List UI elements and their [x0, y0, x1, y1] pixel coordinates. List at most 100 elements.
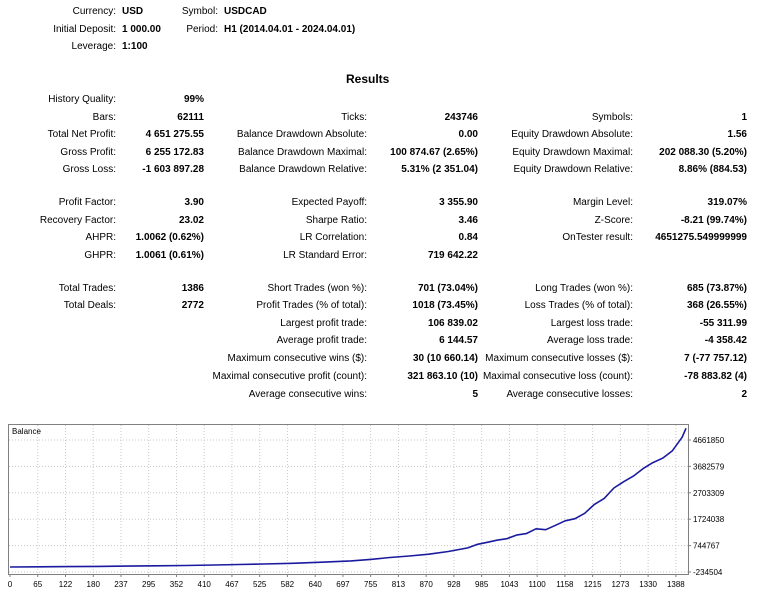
chart-x-tick-label: 1273	[611, 580, 629, 589]
results-title: Results	[346, 72, 390, 86]
history-quality-value: 99%	[183, 94, 204, 105]
total-trades-value: 1386	[181, 283, 204, 294]
maximal-consecutive-profit-label: Maximal consecutive profit (count):	[212, 371, 367, 382]
chart-x-tick-label: 525	[253, 580, 267, 589]
leverage-label: Leverage:	[71, 41, 116, 52]
equity-dd-relative-value: 8.86% (884.53)	[678, 164, 747, 175]
balance-dd-maximal-label: Balance Drawdown Maximal:	[238, 147, 367, 158]
largest-loss-trade-value: -55 311.99	[699, 318, 747, 329]
total-net-profit-value: 4 651 275.55	[145, 129, 204, 140]
chart-frame	[8, 424, 689, 575]
gross-loss-value: -1 603 897.28	[142, 164, 204, 175]
balance-chart-svg: 0 65 122 180 237 295 352 410 467 525 582 640 697 755 8…	[8, 424, 725, 589]
chart-x-tick-label: 1043	[500, 580, 518, 589]
max-consecutive-losses-value: 7 (-77 757.12)	[684, 353, 747, 364]
symbols-value: 1	[741, 112, 747, 123]
chart-x-tick-label: 640	[309, 580, 323, 589]
ghpr-label: GHPR:	[84, 250, 116, 261]
chart-x-tick-label: 697	[336, 580, 350, 589]
chart-x-tick-label: 410	[198, 580, 212, 589]
average-consecutive-wins-value: 5	[472, 389, 478, 400]
chart-y-tick-label: 744767	[693, 542, 720, 551]
chart-x-tick-label: 0	[8, 580, 13, 589]
ghpr-value: 1.0061 (0.61%)	[135, 250, 204, 261]
lr-standard-error-label: LR Standard Error:	[283, 250, 367, 261]
margin-level-label: Margin Level:	[572, 197, 633, 208]
chart-x-tick-label: 928	[447, 580, 461, 589]
chart-x-tick-label: 985	[475, 580, 489, 589]
sharpe-ratio-label: Sharpe Ratio:	[305, 215, 367, 226]
chart-x-tick-label: 813	[392, 580, 406, 589]
average-loss-trade-value: -4 358.42	[704, 335, 747, 346]
loss-trades-label: Loss Trades (% of total):	[524, 300, 633, 311]
history-quality-label: History Quality:	[48, 94, 116, 105]
chart-y-tick-label: 4661850	[693, 436, 725, 445]
average-profit-trade-label: Average profit trade:	[276, 335, 367, 346]
equity-dd-absolute-value: 1.56	[727, 129, 747, 140]
chart-x-tick-label: 1100	[529, 580, 547, 589]
equity-dd-absolute-label: Equity Drawdown Absolute:	[511, 129, 633, 140]
equity-dd-maximal-label: Equity Drawdown Maximal:	[512, 147, 633, 158]
profit-factor-label: Profit Factor:	[58, 197, 116, 208]
ticks-label: Ticks:	[341, 112, 367, 123]
maximal-consecutive-profit-value: 321 863.10 (10)	[407, 371, 478, 382]
chart-y-tick-label: -234504	[693, 568, 723, 577]
currency-label: Currency:	[72, 6, 116, 17]
chart-x-tick-label: 1215	[584, 580, 602, 589]
chart-x-tick-label: 1388	[667, 580, 685, 589]
recovery-factor-value: 23.02	[178, 215, 204, 226]
lr-correlation-label: LR Correlation:	[299, 232, 367, 243]
chart-x-tick-label: 870	[419, 580, 433, 589]
balance-dd-maximal-value: 100 874.67 (2.65%)	[390, 147, 478, 158]
balance-dd-absolute-label: Balance Drawdown Absolute:	[236, 129, 367, 140]
largest-profit-trade-label: Largest profit trade:	[280, 318, 367, 329]
long-trades-label: Long Trades (won %):	[535, 283, 633, 294]
symbol-value: USDCAD	[224, 6, 267, 17]
sharpe-ratio-value: 3.46	[458, 215, 478, 226]
chart-x-tick-label: 352	[170, 580, 184, 589]
equity-dd-relative-label: Equity Drawdown Relative:	[513, 164, 634, 175]
expected-payoff-label: Expected Payoff:	[291, 197, 367, 208]
average-loss-trade-label: Average loss trade:	[547, 335, 633, 346]
balance-dd-relative-label: Balance Drawdown Relative:	[239, 164, 367, 175]
ticks-value: 243746	[444, 112, 478, 123]
bars-value: 62111	[177, 112, 204, 123]
recovery-factor-label: Recovery Factor:	[39, 215, 116, 226]
z-score-label: Z-Score:	[594, 215, 633, 226]
expected-payoff-value: 3 355.90	[439, 197, 478, 208]
average-consecutive-losses-value: 2	[741, 389, 747, 400]
initial-deposit-label: Initial Deposit:	[53, 24, 116, 35]
total-deals-value: 2772	[181, 300, 204, 311]
gross-loss-label: Gross Loss:	[62, 164, 116, 175]
symbol-label: Symbol:	[181, 6, 218, 17]
max-consecutive-wins-label: Maximum consecutive wins ($):	[227, 353, 367, 364]
loss-trades-value: 368 (26.55%)	[686, 300, 747, 311]
average-profit-trade-value: 6 144.57	[439, 335, 478, 346]
average-consecutive-losses-label: Average consecutive losses:	[506, 389, 633, 400]
total-trades-label: Total Trades:	[58, 283, 116, 294]
balance-chart: 0 65 122 180 237 295 352 410 467 525 582 640 697 755 8…	[8, 424, 757, 600]
ahpr-label: AHPR:	[85, 232, 116, 243]
long-trades-value: 685 (73.87%)	[686, 283, 747, 294]
chart-x-tick-label: 65	[33, 580, 42, 589]
ahpr-value: 1.0062 (0.62%)	[135, 232, 204, 243]
period-value: H1 (2014.04.01 - 2024.04.01)	[224, 24, 356, 35]
short-trades-value: 701 (73.04%)	[417, 283, 478, 294]
profit-factor-value: 3.90	[184, 197, 204, 208]
chart-y-tick-label: 2703309	[693, 489, 725, 498]
leverage-value: 1:100	[122, 41, 148, 52]
ontester-result-value: 4651275.549999999	[655, 232, 747, 243]
average-consecutive-wins-label: Average consecutive wins:	[248, 389, 367, 400]
gross-profit-label: Gross Profit:	[60, 147, 116, 158]
symbols-label: Symbols:	[591, 112, 633, 123]
total-net-profit-label: Total Net Profit:	[47, 129, 116, 140]
ontester-result-label: OnTester result:	[562, 232, 633, 243]
largest-profit-trade-value: 106 839.02	[427, 318, 478, 329]
bars-label: Bars:	[92, 112, 116, 123]
chart-x-tick-label: 122	[59, 580, 73, 589]
chart-x-tick-label: 180	[87, 580, 101, 589]
chart-y-tick-label: 1724038	[693, 515, 725, 524]
chart-x-tick-label: 582	[281, 580, 295, 589]
maximal-consecutive-loss-label: Maximal consecutive loss (count):	[482, 371, 633, 382]
chart-x-tick-label: 755	[364, 580, 378, 589]
